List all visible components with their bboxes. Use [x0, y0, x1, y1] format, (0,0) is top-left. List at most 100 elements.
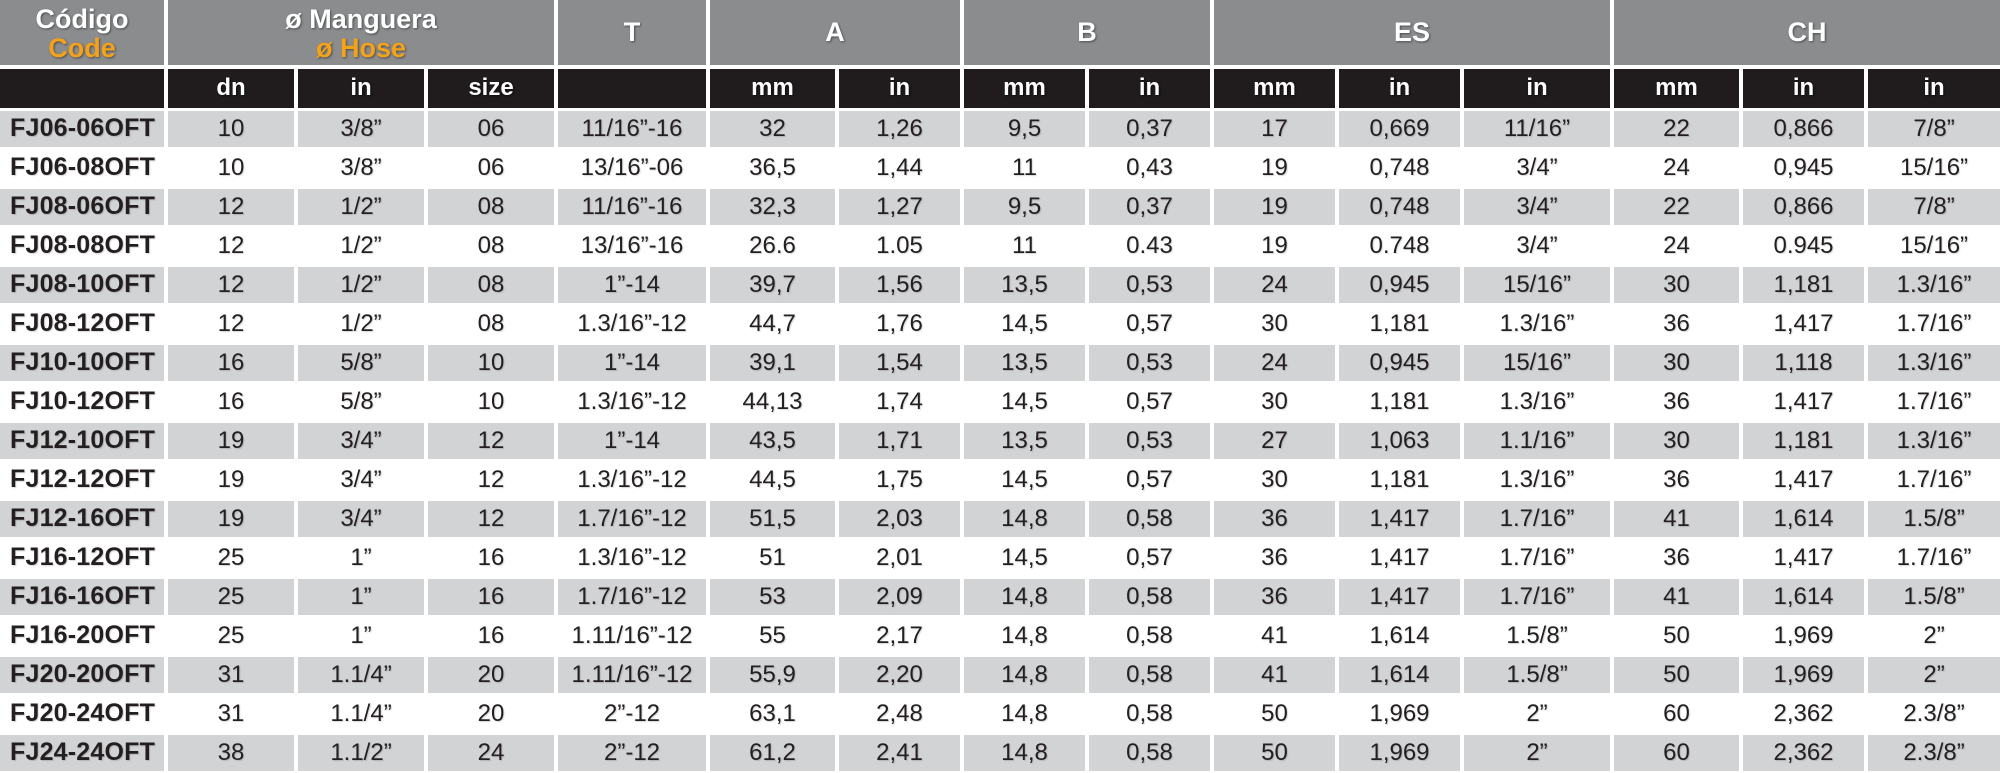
value-cell: 2” [1462, 733, 1614, 773]
value-cell: 27 [1212, 421, 1339, 462]
table-row: FJ24-24OFT 38 1.1/2” 24 2”-12 61,2 2,41 14,8 0,5… [0, 733, 2000, 773]
table-row: FJ08-06OFT 12 1/2” 08 11/16”-16 32,3 1,27 9,5 0,… [0, 187, 2000, 228]
value-cell: 15/16” [1462, 265, 1614, 306]
value-cell: 0,53 [1087, 265, 1214, 306]
value-cell: 14,5 [962, 304, 1089, 345]
value-cell: 1,614 [1337, 655, 1464, 696]
value-cell: 30 [1212, 460, 1339, 501]
value-cell: 1.1/4” [296, 655, 428, 696]
value-cell: 50 [1612, 616, 1743, 657]
value-cell: 12 [166, 304, 298, 345]
code-cell: FJ12-12OFT [0, 460, 168, 501]
value-cell: 7/8” [1866, 109, 2000, 150]
value-cell: 20 [426, 655, 558, 696]
value-cell: 1/2” [296, 265, 428, 306]
group-header-es: ES [1212, 0, 1614, 69]
value-cell: 14,5 [962, 382, 1089, 423]
value-cell: 1,56 [837, 265, 964, 306]
value-cell: 25 [166, 616, 298, 657]
group-label-es: ES [1393, 17, 1431, 47]
value-cell: 63,1 [708, 694, 839, 735]
value-cell: 11 [962, 226, 1089, 267]
value-cell: 15/16” [1866, 226, 2000, 267]
value-cell: 25 [166, 538, 298, 579]
value-cell: 1.7/16” [1866, 460, 2000, 501]
value-cell: 3/4” [1462, 148, 1614, 189]
value-cell: 13/16”-06 [556, 148, 710, 189]
value-cell: 36 [1212, 538, 1339, 579]
value-cell: 1.3/16” [1866, 343, 2000, 384]
value-cell: 16 [426, 538, 558, 579]
table-row: FJ20-20OFT 31 1.1/4” 20 1.11/16”-12 55,9 2,20 1… [0, 655, 2000, 696]
unit-header-a-mm: mm [708, 67, 839, 111]
value-cell: 51,5 [708, 499, 839, 540]
value-cell: 1.7/16” [1866, 382, 2000, 423]
value-cell: 1.3/16”-12 [556, 304, 710, 345]
group-header-t: T [556, 0, 710, 69]
value-cell: 13/16”-16 [556, 226, 710, 267]
group-header-b: B [962, 0, 1214, 69]
value-cell: 15/16” [1462, 343, 1614, 384]
value-cell: 1.3/16” [1462, 460, 1614, 501]
value-cell: 15/16” [1866, 148, 2000, 189]
unit-header-es-mm: mm [1212, 67, 1339, 111]
value-cell: 1,417 [1337, 499, 1464, 540]
value-cell: 25 [166, 577, 298, 618]
value-cell: 1” [296, 577, 428, 618]
value-cell: 1.5/8” [1866, 577, 2000, 618]
value-cell: 50 [1212, 733, 1339, 773]
value-cell: 08 [426, 265, 558, 306]
value-cell: 31 [166, 655, 298, 696]
value-cell: 26.6 [708, 226, 839, 267]
table-row: FJ06-06OFT 10 3/8” 06 11/16”-16 32 1,26 9,5 0,37… [0, 109, 2000, 150]
value-cell: 0,58 [1087, 655, 1214, 696]
value-cell: 24 [1212, 343, 1339, 384]
value-cell: 14,8 [962, 616, 1089, 657]
value-cell: 36 [1212, 577, 1339, 618]
value-cell: 1,417 [1741, 460, 1868, 501]
unit-header-a-in: in [837, 67, 964, 111]
value-cell: 06 [426, 148, 558, 189]
code-cell: FJ16-12OFT [0, 538, 168, 579]
code-cell: FJ16-16OFT [0, 577, 168, 618]
value-cell: 36 [1612, 538, 1743, 579]
code-cell: FJ06-06OFT [0, 109, 168, 150]
value-cell: 16 [166, 343, 298, 384]
value-cell: 12 [166, 226, 298, 267]
value-cell: 13,5 [962, 343, 1089, 384]
value-cell: 1,417 [1337, 538, 1464, 579]
value-cell: 1,417 [1741, 538, 1868, 579]
value-cell: 19 [166, 421, 298, 462]
value-cell: 24 [1612, 226, 1743, 267]
value-cell: 0,43 [1087, 148, 1214, 189]
value-cell: 1.7/16”-12 [556, 577, 710, 618]
value-cell: 1.1/4” [296, 694, 428, 735]
value-cell: 36,5 [708, 148, 839, 189]
value-cell: 0,58 [1087, 616, 1214, 657]
table-body: FJ06-06OFT 10 3/8” 06 11/16”-16 32 1,26 9,5 0,37… [0, 109, 2000, 773]
value-cell: 14,8 [962, 655, 1089, 696]
value-cell: 0,53 [1087, 343, 1214, 384]
code-cell: FJ06-08OFT [0, 148, 168, 189]
value-cell: 5/8” [296, 343, 428, 384]
value-cell: 12 [166, 187, 298, 228]
value-cell: 08 [426, 304, 558, 345]
value-cell: 0,669 [1337, 109, 1464, 150]
group-header-manguera: ø Manguera ø Hose [166, 0, 558, 69]
value-cell: 41 [1212, 655, 1339, 696]
value-cell: 1.7/16” [1866, 304, 2000, 345]
table-row: FJ16-20OFT 25 1” 16 1.11/16”-12 55 2,17 14,8 0,5… [0, 616, 2000, 657]
value-cell: 0,37 [1087, 109, 1214, 150]
value-cell: 30 [1612, 343, 1743, 384]
value-cell: 60 [1612, 733, 1743, 773]
table-row: FJ06-08OFT 10 3/8” 06 13/16”-06 36,5 1,44 11 0,4… [0, 148, 2000, 189]
value-cell: 2,20 [837, 655, 964, 696]
value-cell: 2,17 [837, 616, 964, 657]
group-header-row: Código Code ø Manguera ø Hose T A B ES [0, 0, 2000, 69]
value-cell: 1,614 [1741, 499, 1868, 540]
value-cell: 1.1/16” [1462, 421, 1614, 462]
value-cell: 43,5 [708, 421, 839, 462]
value-cell: 1,27 [837, 187, 964, 228]
value-cell: 60 [1612, 694, 1743, 735]
value-cell: 1,417 [1741, 304, 1868, 345]
